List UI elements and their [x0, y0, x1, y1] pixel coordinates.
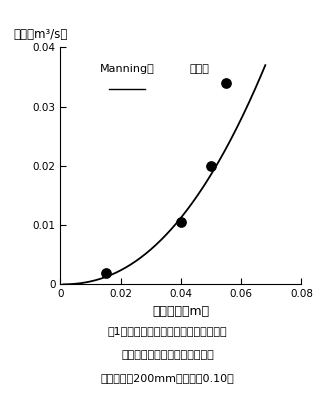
- Point: [223, 80, 229, 86]
- Point: [103, 269, 108, 276]
- X-axis label: 水　深　（m）: 水 深 （m）: [152, 305, 209, 318]
- Text: 囱1　実験及びマニング式により求めた: 囱1 実験及びマニング式により求めた: [108, 326, 227, 336]
- Point: [208, 163, 214, 169]
- Text: 水深と流量の関係の比較例: 水深と流量の関係の比較例: [121, 350, 214, 359]
- Text: Manning式: Manning式: [99, 64, 154, 74]
- Text: 実験値: 実験値: [190, 64, 210, 74]
- Text: 流量（m³/s）: 流量（m³/s）: [13, 28, 68, 41]
- Text: （管徍200mm，　勾配0.10）: （管徍200mm， 勾配0.10）: [100, 373, 234, 383]
- Point: [178, 219, 184, 225]
